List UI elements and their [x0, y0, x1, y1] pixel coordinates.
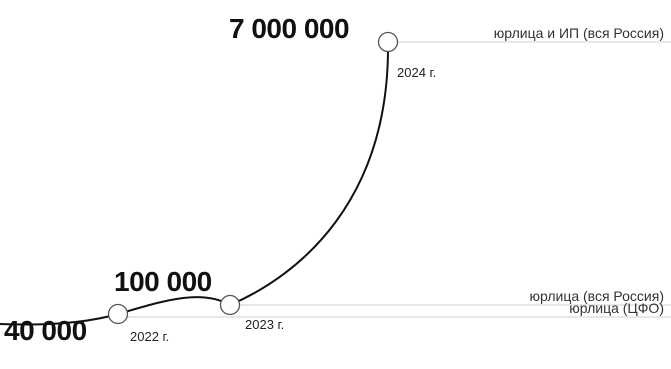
- year-label-3: 2024 г.: [397, 65, 436, 80]
- point-marker-1: [107, 303, 129, 325]
- point-markers: [107, 31, 399, 325]
- value-label-3: 7 000 000: [229, 13, 349, 44]
- scope-label-1: юрлица (ЦФО): [569, 300, 664, 316]
- scope-label-2: юрлица (вся Россия): [530, 288, 664, 304]
- point-marker-3: [377, 31, 399, 53]
- growth-curve: [0, 41, 390, 326]
- point-labels: 40 000 2022 г. юрлица (ЦФО) 100 000 2023 г. ю…: [4, 13, 664, 346]
- value-label-2: 100 000: [114, 266, 212, 297]
- point-marker-2: [219, 294, 241, 316]
- year-label-1: 2022 г.: [130, 329, 169, 344]
- reference-lines: [118, 41, 671, 318]
- value-label-1: 40 000: [4, 315, 87, 346]
- year-label-2: 2023 г.: [245, 317, 284, 332]
- scope-label-3: юрлица и ИП (вся Россия): [494, 25, 664, 41]
